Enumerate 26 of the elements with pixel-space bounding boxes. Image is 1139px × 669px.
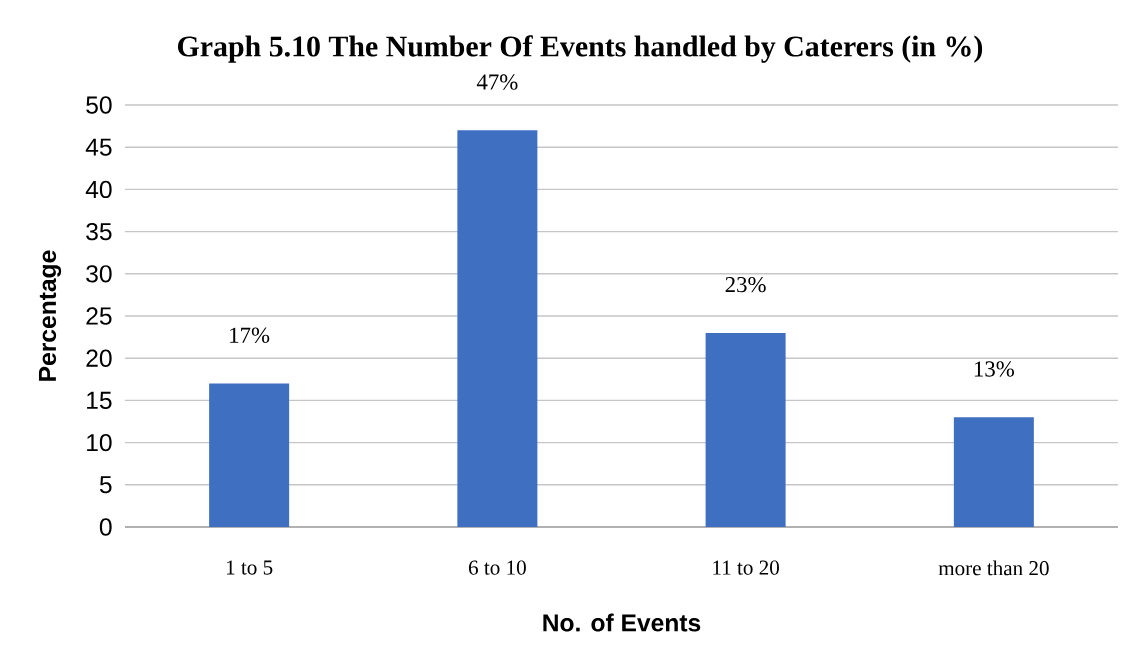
x-tick-label: 1 to 5 [226, 560, 273, 575]
y-tick-label: 10 [87, 433, 112, 452]
y-tick-label: 5 [99, 476, 112, 494]
x-tick-label: 6 to 10 [468, 560, 526, 575]
y-tick-label: 45 [85, 138, 112, 156]
y-axis-title: Percentage [38, 250, 62, 381]
y-tick-label: 0 [99, 518, 112, 536]
y-tick-label: 20 [86, 349, 112, 367]
bar [705, 332, 786, 527]
data-label: 17% [230, 327, 270, 343]
bar [953, 417, 1034, 527]
bar [457, 130, 538, 527]
y-tick-label: 25 [86, 307, 112, 325]
y-tick-label: 40 [85, 180, 112, 199]
data-label: 23% [725, 276, 766, 293]
x-tick-label: more than 20 [938, 560, 1049, 576]
y-tick-label: 35 [86, 222, 112, 241]
y-tick-label: 50 [86, 96, 112, 114]
data-label: 13% [974, 361, 1014, 377]
data-label: 47% [476, 74, 518, 90]
y-tick-label: 15 [87, 391, 112, 409]
bar [209, 383, 290, 527]
x-tick-label: 11 to 20 [713, 560, 779, 575]
y-tick-label: 30 [86, 265, 112, 283]
chart-title: Graph 5.10 The Number Of Events handled by Caterers (in %) [177, 35, 983, 63]
x-axis-title: No. of Events [543, 613, 701, 632]
